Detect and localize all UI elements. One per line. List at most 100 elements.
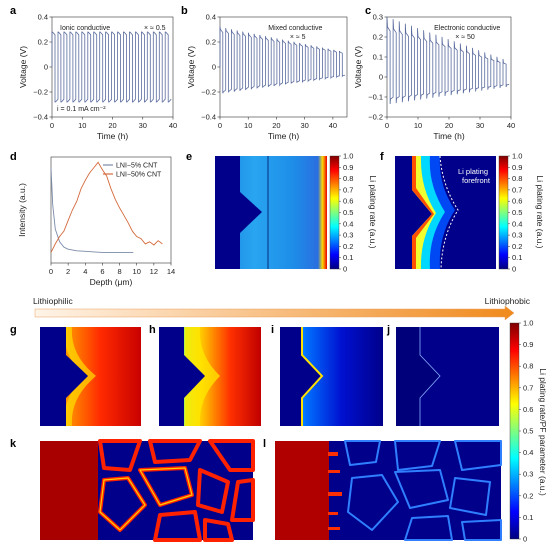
colorbar-tick-label: 0.9 — [523, 340, 533, 349]
y-tick-label-c: −0.1 — [368, 93, 383, 102]
x-tick-label-c: 20 — [445, 121, 453, 130]
colorbar-tick-label: 0.4 — [343, 219, 353, 228]
x-tick-label-a: 30 — [139, 121, 147, 130]
colorbar-tick-label: 1.0 — [512, 152, 522, 161]
x-tick-label-d: 6 — [100, 267, 104, 276]
colorbar-tick-label: 0.2 — [523, 491, 533, 500]
x-tick-label-d: 12 — [150, 267, 158, 276]
x-tick-label-b: 30 — [300, 121, 308, 130]
x-axis-label-a: Time (h) — [97, 131, 128, 141]
y-tick-label-b: 0.2 — [206, 38, 216, 47]
colorbar-tick-label: 0.7 — [512, 185, 522, 194]
colorbar-tick-label: 0.1 — [512, 253, 522, 262]
y-axis-label-c: Voltage (V) — [353, 46, 363, 88]
simulation-g — [40, 326, 141, 427]
current-density-label: i = 0.1 mA cm⁻² — [57, 106, 106, 113]
multiplier-a: × ≈ 0.5 — [144, 25, 166, 32]
electrode-i — [280, 327, 322, 426]
plating-front-j — [419, 327, 441, 426]
y-tick-label-c: 0.1 — [373, 53, 383, 62]
x-tick-label-b: 0 — [218, 121, 222, 130]
colorbar-tick-label: 0 — [523, 535, 527, 544]
colorbar-tick-label: 0.8 — [343, 174, 353, 183]
panel-letter-a: a — [10, 5, 17, 17]
series-line-lni-5-cnt — [50, 167, 134, 253]
legend-label-0: LNI−5% CNT — [116, 163, 158, 170]
y-tick-label-c: 0.3 — [373, 13, 383, 22]
x-axis-label-d: Depth (μm) — [90, 277, 133, 287]
colorbar-main: 1.0 0.9 0.8 0.7 0.6 0.5 0.4 0.3 0.2 0.1 0 Li plati… — [509, 319, 548, 544]
simulation-i — [280, 327, 383, 426]
x-tick-label-d: 0 — [49, 267, 53, 276]
electrode-g — [40, 327, 88, 426]
panel-letter-f: f — [380, 151, 384, 163]
dendrite-tips-l — [328, 452, 342, 530]
panel-letter-b: b — [181, 5, 188, 17]
panel-letter-k: k — [10, 438, 17, 450]
colorbar-tick-label: 0.7 — [523, 383, 533, 392]
y-tick-label-c: −0.2 — [368, 113, 383, 122]
colorbar-tick-label: 0.5 — [512, 208, 522, 217]
colorbar-tick-label: 0.3 — [512, 231, 522, 240]
multiplier-c: × ≈ 50 — [455, 34, 475, 41]
colorbar-tick-label: 0.5 — [343, 208, 353, 217]
panel-letter-l: l — [263, 438, 266, 450]
colorbar-tick-label: 1.0 — [343, 152, 353, 161]
chart-mixed-conductive: 0 10 20 30 40 −0.4 −0.2 0 0.2 0.4 Time (h) Voltage … — [186, 13, 348, 141]
simulation-l — [275, 440, 502, 541]
electrode-h — [159, 327, 205, 426]
plating-front-i — [301, 327, 324, 426]
panel-letter-g: g — [10, 324, 17, 336]
colorbar-tick-label: 0.1 — [523, 513, 533, 522]
chart-title-b: Mixed conductive — [268, 25, 322, 32]
electrode-k — [40, 441, 98, 540]
panel-letter-h: h — [149, 324, 156, 336]
colorbar-tick-label: 0.2 — [343, 242, 353, 251]
x-tick-label-a: 0 — [50, 121, 54, 130]
colorbar-tick-label: 0.4 — [523, 448, 533, 457]
x-tick-label-a: 20 — [108, 121, 116, 130]
colorbar-tick-label: 0.3 — [343, 231, 353, 240]
chart-ionic-conductive: 0 10 20 30 40 −0.4 −0.2 0 0.2 0.4 Time (h) Voltage … — [18, 13, 177, 142]
simulation-k — [40, 439, 255, 542]
multiplier-b: × ≈ 5 — [290, 34, 306, 41]
electrode-j — [396, 327, 440, 426]
x-tick-label-d: 8 — [117, 267, 121, 276]
chart-electronic-conductive: 0 10 20 30 40 −0.2 −0.1 0 0.1 0.2 0.3 Time (h) Volta… — [353, 13, 515, 142]
plating-front-g — [63, 326, 96, 427]
simulation-h — [159, 327, 261, 426]
electrode-l — [275, 441, 329, 540]
simulation-f: Li plating forefront — [395, 155, 496, 270]
y-tick-label-c: 0 — [379, 73, 383, 82]
colorbar-tick-label: 0.5 — [523, 427, 533, 436]
panel-letter-i: i — [271, 324, 274, 336]
x-tick-label-c: 30 — [476, 121, 484, 130]
panel-letter-c: c — [365, 5, 371, 17]
colorbar-f-bar — [498, 155, 509, 270]
colorbar-tick-label: 0.6 — [343, 197, 353, 206]
y-axis-label-a: Voltage (V) — [18, 46, 28, 88]
colorbar-tick-label: 0.8 — [523, 362, 533, 371]
y-tick-label-a: 0.4 — [38, 13, 48, 22]
voltage-trace-a — [51, 31, 172, 103]
colorbar-tick-label: 0.3 — [523, 470, 533, 479]
electrode-e — [215, 156, 262, 269]
y-tick-label-b: 0.4 — [206, 13, 216, 22]
colorbar-main-label: Li plating rate/PF parameter (a.u.) — [538, 368, 548, 496]
colorbar-tick-label: 0 — [343, 265, 347, 274]
x-tick-label-b: 10 — [244, 121, 252, 130]
electrode-f — [395, 156, 432, 269]
colorbar-tick-label: 0.6 — [523, 405, 533, 414]
plating-zone-inner-f — [412, 156, 436, 269]
panel-letter-j: j — [386, 324, 390, 336]
colorbar-tick-label: 0 — [512, 265, 516, 274]
colorbar-tick-label: 0.9 — [512, 163, 522, 172]
simulation-j — [396, 327, 499, 426]
x-tick-label-c: 40 — [507, 121, 515, 130]
forefront-line-f — [439, 155, 459, 270]
legend-label-1: LNI−50% CNT — [116, 172, 162, 179]
y-tick-label-b: 0 — [212, 63, 216, 72]
y-tick-label-a: −0.2 — [33, 88, 48, 97]
plot-frame-d — [50, 156, 172, 264]
simulation-e — [215, 156, 327, 269]
